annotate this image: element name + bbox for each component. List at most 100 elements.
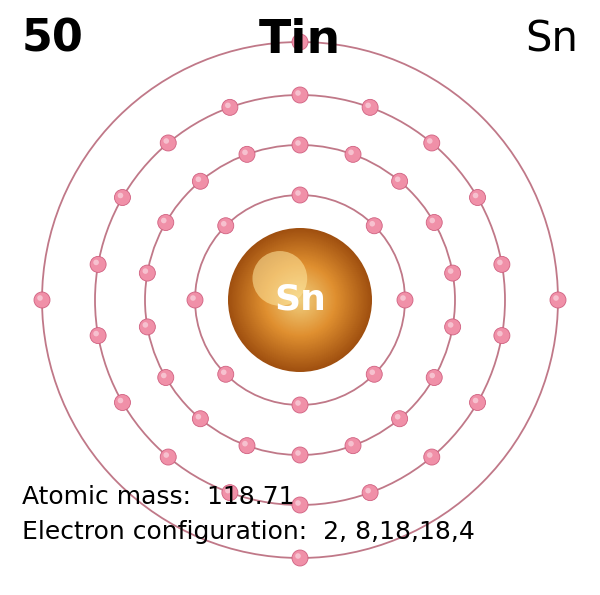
Circle shape [277,277,323,324]
Circle shape [222,99,238,115]
Circle shape [397,292,413,308]
Circle shape [262,261,338,339]
Circle shape [233,233,367,368]
Circle shape [294,294,307,306]
Circle shape [239,438,255,453]
Circle shape [253,253,347,347]
Circle shape [242,149,248,155]
Circle shape [263,263,337,337]
Circle shape [273,273,327,327]
Circle shape [427,452,433,458]
Text: Electron configuration:  2, 8,18,18,4: Electron configuration: 2, 8,18,18,4 [22,520,475,544]
Circle shape [295,355,301,361]
Circle shape [430,372,435,378]
Circle shape [348,149,354,155]
Circle shape [269,270,331,331]
Circle shape [299,299,301,301]
Circle shape [292,232,308,248]
Circle shape [139,319,155,335]
Circle shape [248,248,352,352]
Circle shape [426,215,442,230]
Circle shape [268,268,332,333]
Circle shape [289,289,312,312]
Circle shape [94,331,99,336]
Circle shape [187,292,203,308]
Circle shape [232,231,368,368]
Circle shape [118,193,123,198]
Circle shape [264,264,336,336]
Circle shape [292,352,308,368]
Circle shape [553,295,559,301]
Circle shape [295,295,305,305]
Circle shape [470,394,485,411]
Circle shape [295,37,301,43]
Circle shape [448,322,454,328]
Circle shape [259,259,341,342]
Circle shape [241,240,359,359]
Circle shape [196,177,201,182]
Circle shape [400,295,406,301]
Text: Atomic mass:  118.71: Atomic mass: 118.71 [22,485,295,509]
Circle shape [295,190,301,196]
Circle shape [260,259,341,340]
Circle shape [115,394,130,411]
Circle shape [269,268,331,331]
Circle shape [292,550,308,566]
Circle shape [244,243,357,356]
Circle shape [296,296,305,305]
Circle shape [395,177,400,182]
Circle shape [494,256,510,273]
Circle shape [246,246,354,354]
Circle shape [298,298,303,303]
Text: Sn: Sn [525,18,578,60]
Circle shape [295,140,301,146]
Circle shape [90,256,106,273]
Circle shape [282,282,318,318]
Circle shape [470,189,485,205]
Circle shape [345,438,361,453]
Circle shape [365,102,371,108]
Text: Tin: Tin [259,18,341,63]
Circle shape [37,295,43,301]
Circle shape [293,293,307,307]
Circle shape [161,372,167,378]
Circle shape [448,268,454,274]
Circle shape [218,218,234,234]
Circle shape [473,193,478,198]
Circle shape [266,266,334,334]
Circle shape [292,292,308,308]
Circle shape [218,367,234,382]
Circle shape [240,240,360,361]
Circle shape [193,173,208,189]
Circle shape [190,295,196,301]
Circle shape [274,274,326,326]
Circle shape [251,252,349,349]
Circle shape [426,369,442,386]
Circle shape [289,289,311,311]
Circle shape [362,99,378,115]
Circle shape [163,452,169,458]
Circle shape [239,146,255,162]
Circle shape [242,242,358,358]
Circle shape [392,411,407,427]
Circle shape [497,331,503,336]
Circle shape [115,189,130,205]
Circle shape [445,319,461,335]
Circle shape [158,369,174,386]
Circle shape [118,397,123,403]
Circle shape [473,397,478,403]
Circle shape [395,414,400,419]
Circle shape [271,271,329,329]
Circle shape [221,369,227,375]
Circle shape [139,265,155,281]
Circle shape [283,283,317,317]
Circle shape [257,257,343,343]
Circle shape [237,237,363,363]
Circle shape [163,138,169,144]
Circle shape [239,239,361,361]
Circle shape [260,261,340,340]
Circle shape [233,233,367,367]
Circle shape [238,238,362,362]
Circle shape [370,221,375,227]
Circle shape [280,280,320,320]
